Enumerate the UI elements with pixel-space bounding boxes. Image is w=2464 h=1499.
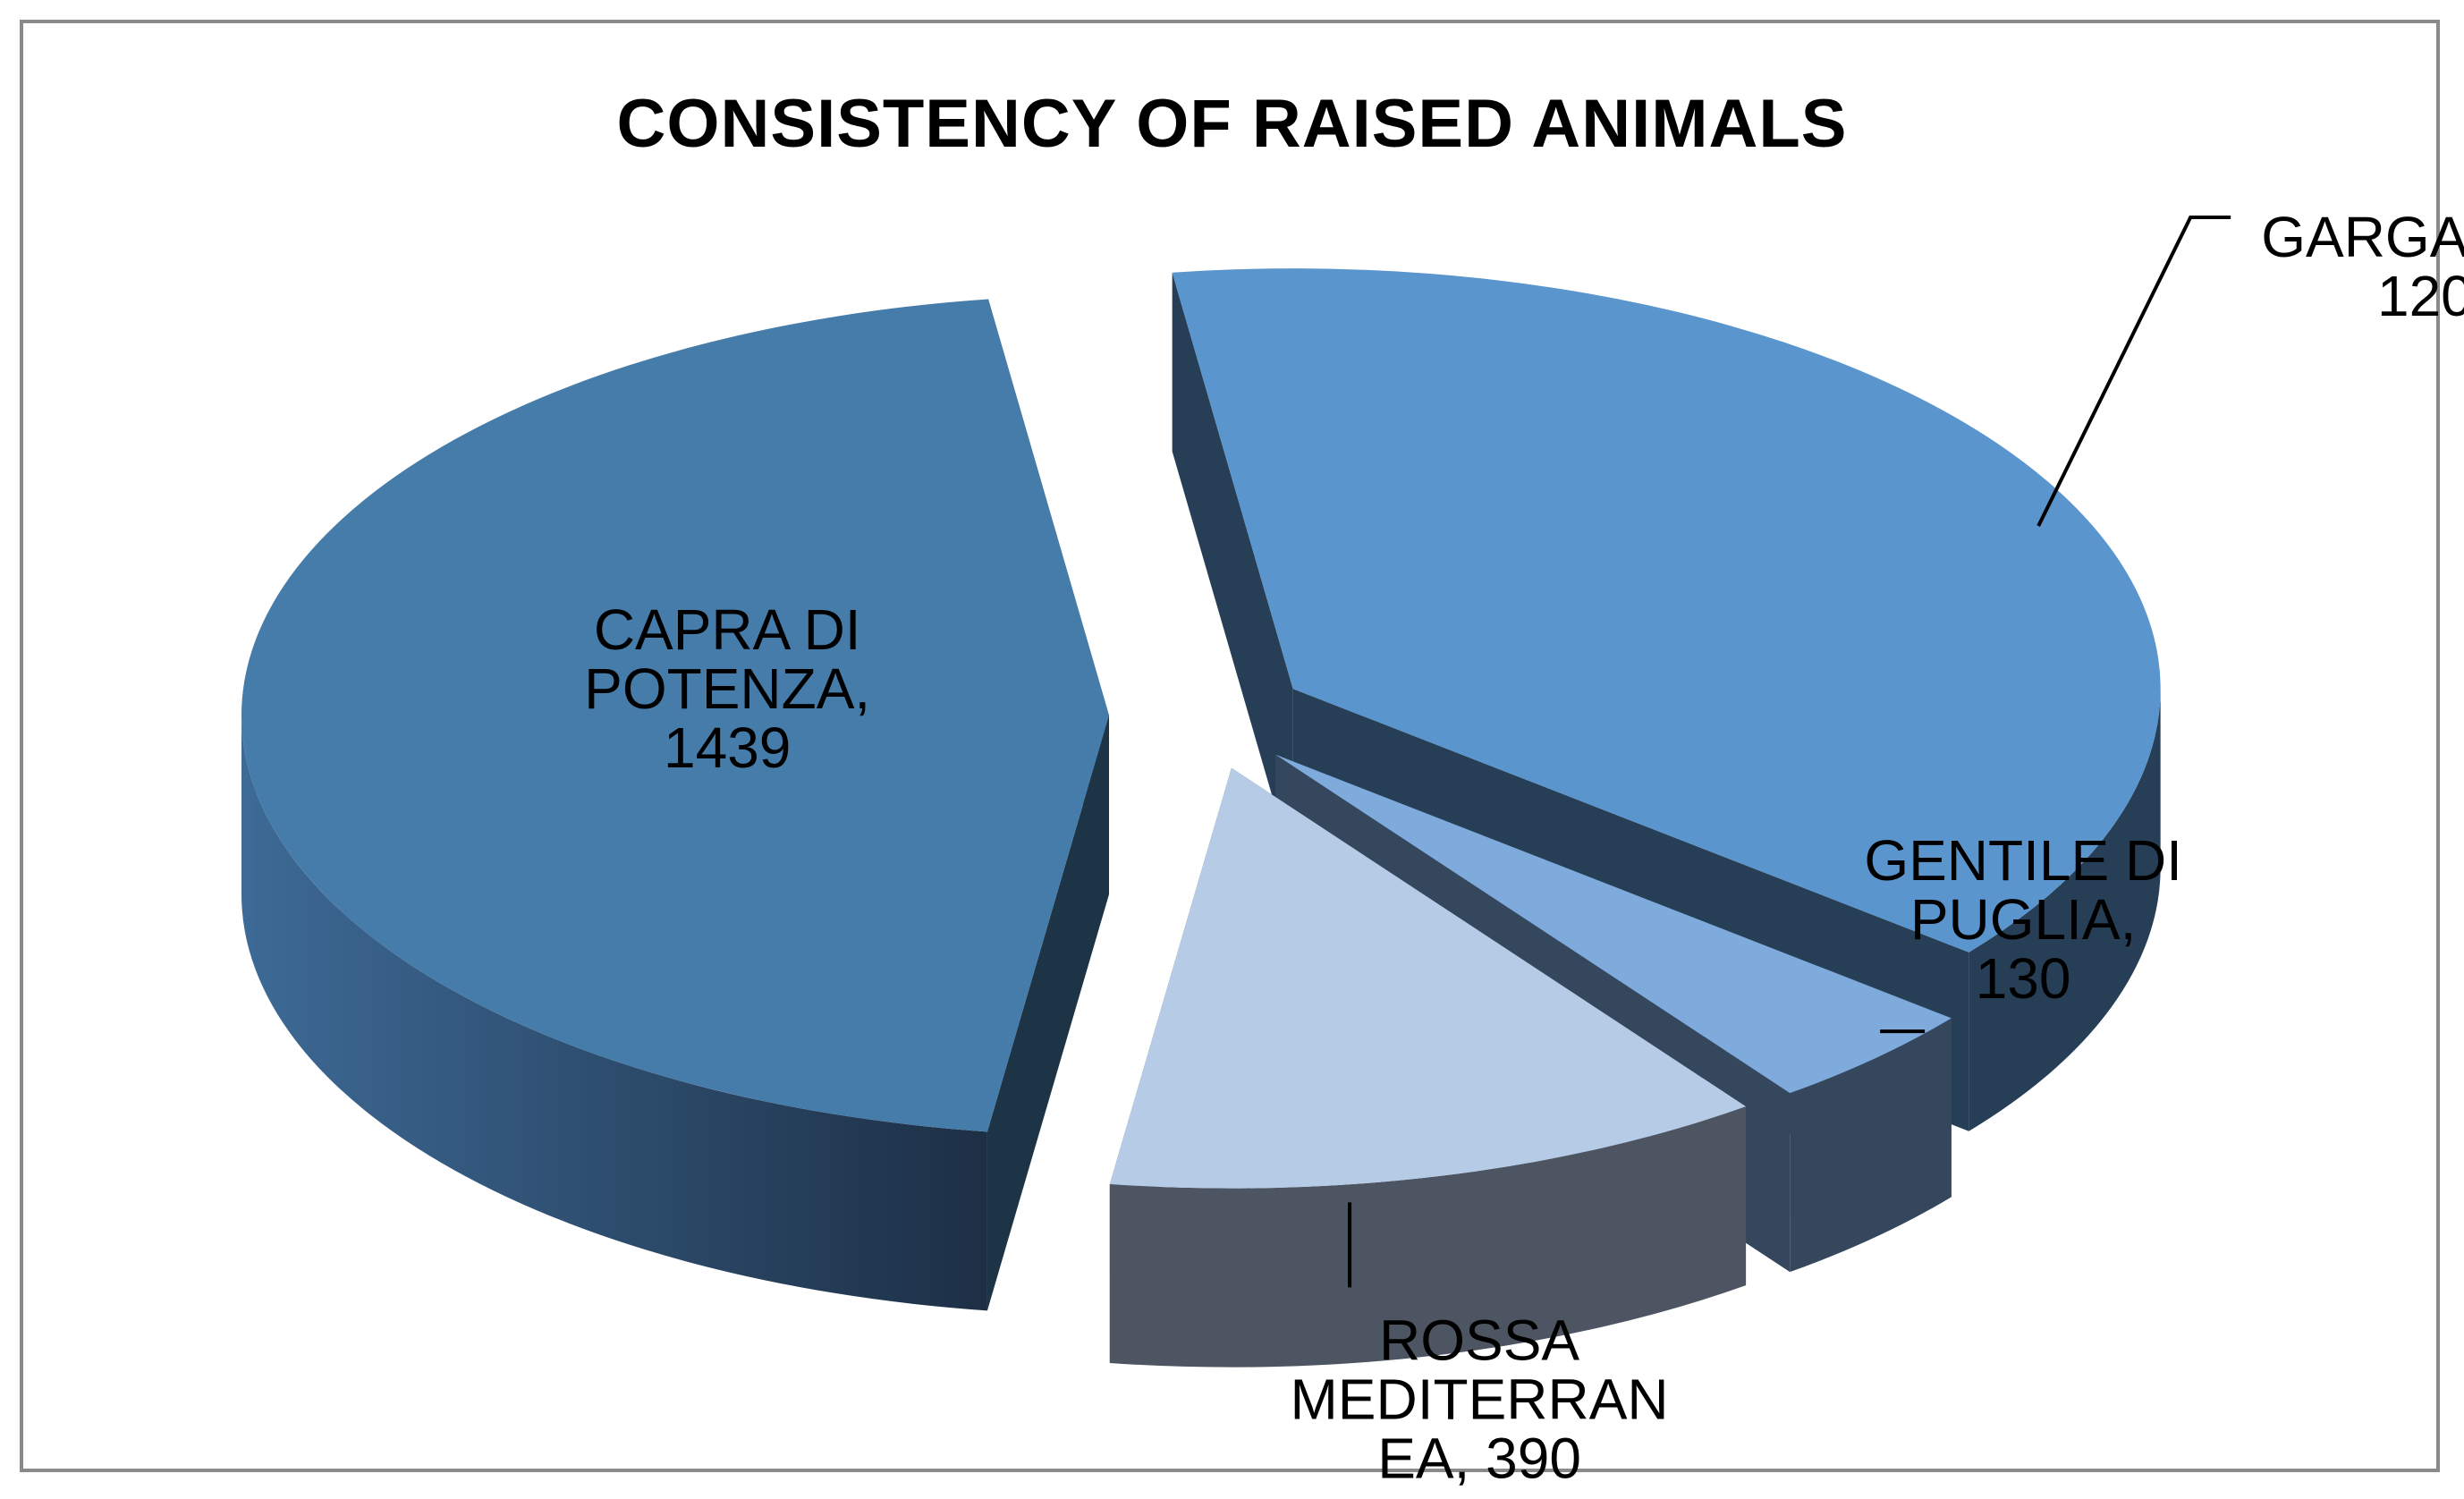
slice-capra-di-potenza [241,299,1109,1311]
data-label-gentile-di-puglia-line-3: 130 [1976,946,2071,1011]
slice-top-rossa-mediterranea [1109,767,1747,1189]
slice-wall-garganica-0 [1172,272,1293,868]
slice-top-capra-di-potenza [241,299,1109,1132]
slice-side-garganica-0 [1969,689,2161,1131]
data-label-rossa-mediterranea-line-1: ROSSA [1379,1308,1579,1372]
data-label-capra-di-potenza-line-1: CAPRA DI [594,597,861,662]
data-label-capra-di-potenza-line-3: 1439 [664,716,791,780]
slice-top-garganica [1172,268,2161,953]
chart-title: CONSISTENCY OF RAISED ANIMALS [616,86,1848,162]
slice-top-gentile-di-puglia [1275,754,1952,1094]
data-label-garganica-line-2: 1201 [2377,264,2464,328]
leader-line-garganica [2036,216,2231,527]
slice-side-capra-di-potenza-0 [241,715,987,1311]
data-label-rossa-mediterranea-line-2: MEDITERRAN [1290,1367,1668,1431]
data-label-rossa-mediterranea-line-3: EA, 390 [1377,1426,1581,1490]
slice-rossa-mediterranea [1109,767,1747,1368]
data-label-capra-di-potenza-line-2: POTENZA, [584,656,870,721]
data-label-garganica-line-1: GARGANICA, [2261,205,2464,269]
slice-wall-capra-di-potenza-0 [986,715,1109,1311]
data-label-gentile-di-puglia-line-2: PUGLIA, [1910,887,2137,952]
slice-side-rossa-mediterranea-0 [1109,1106,1747,1368]
data-label-gentile-di-puglia-line-1: GENTILE DI [1864,828,2182,893]
slice-side-gentile-di-puglia-0 [1790,1018,1952,1273]
